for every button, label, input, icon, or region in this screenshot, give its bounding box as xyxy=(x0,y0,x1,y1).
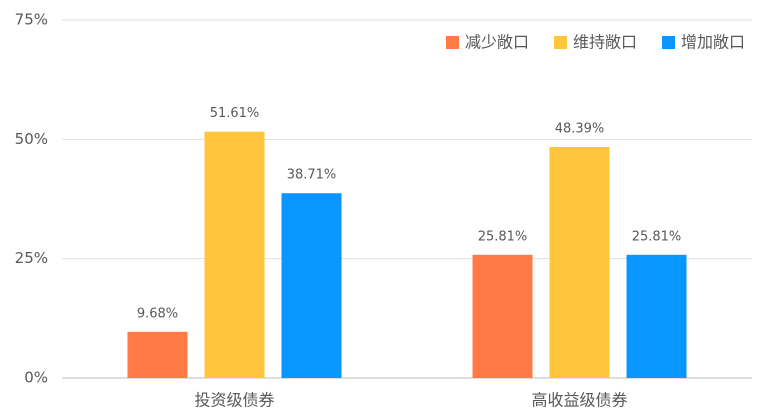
legend-label: 增加敞口 xyxy=(681,33,745,52)
y-tick-label: 50% xyxy=(15,130,48,148)
legend-swatch xyxy=(446,36,459,49)
value-label: 38.71% xyxy=(287,168,337,183)
value-label: 25.81% xyxy=(632,229,682,244)
x-tick-label: 高收益级债券 xyxy=(531,391,627,410)
y-tick-label: 75% xyxy=(15,11,48,29)
legend-label: 维持敞口 xyxy=(573,33,637,52)
y-tick-label: 0% xyxy=(24,369,48,387)
legend-swatch xyxy=(554,36,567,49)
legend-swatch xyxy=(662,36,675,49)
bar xyxy=(204,131,265,378)
bar xyxy=(281,193,342,378)
x-tick-label: 投资级债券 xyxy=(194,391,274,410)
value-label: 51.61% xyxy=(210,106,260,121)
value-label: 48.39% xyxy=(555,122,605,137)
bar xyxy=(549,147,610,378)
y-tick-label: 25% xyxy=(15,249,48,267)
bar xyxy=(472,254,533,378)
bar xyxy=(127,331,188,378)
bar xyxy=(626,254,687,378)
value-label: 25.81% xyxy=(478,229,528,244)
value-label: 9.68% xyxy=(137,306,178,321)
legend-label: 减少敞口 xyxy=(465,33,529,52)
